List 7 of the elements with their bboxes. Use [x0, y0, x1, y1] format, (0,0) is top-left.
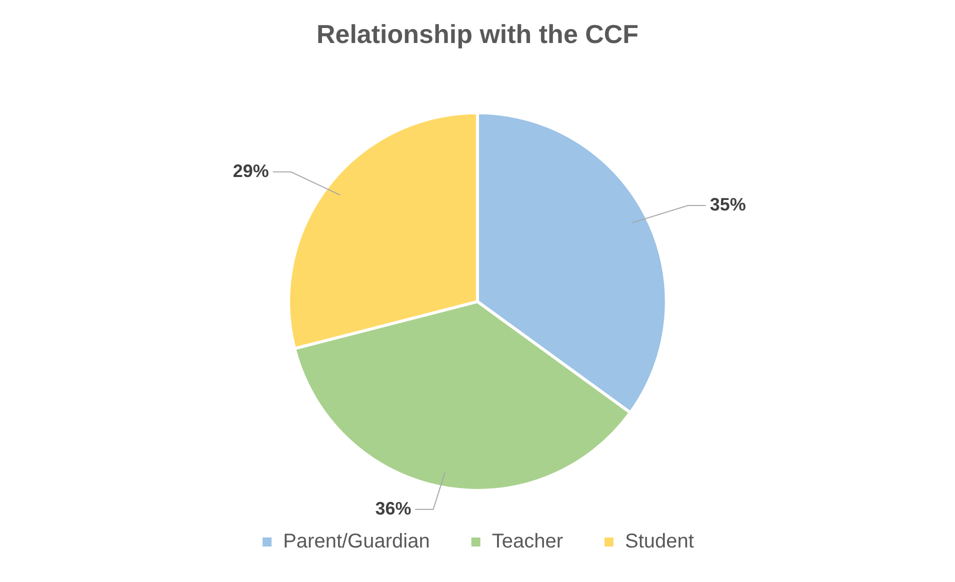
legend-label: Parent/Guardian: [283, 530, 430, 553]
chart-title: Relationship with the CCF: [316, 18, 639, 49]
legend-label: Student: [624, 530, 694, 553]
data-label: 29%: [232, 160, 269, 181]
data-label: 35%: [710, 194, 746, 215]
data-label: 36%: [375, 498, 412, 518]
legend-label: Teacher: [492, 530, 564, 553]
